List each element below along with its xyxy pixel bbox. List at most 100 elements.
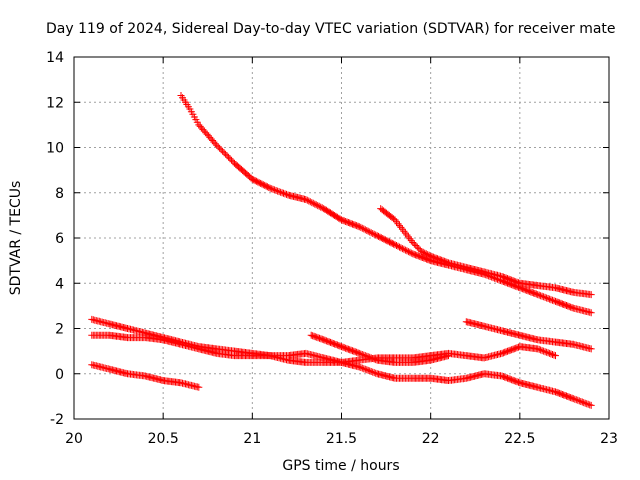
data-point: [109, 334, 111, 336]
data-point: [394, 357, 396, 359]
data-point: [127, 373, 128, 375]
data-point: [394, 377, 396, 379]
data-point: [572, 343, 574, 345]
data-point: [305, 352, 307, 354]
data-point: [127, 328, 128, 329]
data-point: [403, 230, 405, 232]
data-point: [430, 355, 432, 357]
data-point: [109, 368, 111, 370]
data-point: [430, 377, 432, 379]
data-point: [421, 251, 423, 253]
data-point: [430, 359, 432, 361]
data-point: [310, 334, 312, 336]
data-point: [234, 350, 235, 352]
x-tick-label: 22.5: [504, 431, 535, 447]
data-point: [358, 359, 360, 361]
data-point: [465, 321, 467, 323]
data-point: [341, 346, 342, 348]
data-point: [465, 266, 467, 268]
data-point: [537, 285, 539, 287]
data-point: [501, 375, 503, 377]
series-track-4: [88, 331, 595, 409]
data-point: [162, 339, 164, 341]
data-point: [234, 162, 235, 164]
data-point: [555, 300, 556, 302]
data-point: [376, 373, 378, 375]
y-tick-label: 0: [55, 367, 64, 383]
data-point: [251, 178, 253, 180]
data-point: [144, 337, 146, 339]
data-point: [358, 366, 360, 368]
data-point: [519, 334, 521, 336]
data-point: [590, 312, 592, 314]
data-point: [430, 255, 432, 257]
data-point: [572, 398, 574, 400]
data-marks: [88, 92, 595, 409]
data-point: [216, 144, 218, 146]
data-point: [234, 355, 235, 357]
data-point: [341, 219, 342, 221]
data-point: [483, 357, 485, 359]
data-point: [323, 357, 325, 359]
data-point: [269, 187, 271, 189]
data-point: [412, 253, 414, 255]
data-point: [412, 242, 414, 244]
data-point: [483, 271, 485, 273]
data-point: [91, 364, 93, 366]
data-point: [91, 318, 93, 320]
data-point: [519, 282, 521, 284]
x-tick-label: 21: [243, 431, 261, 447]
data-point: [376, 235, 378, 237]
data-point: [465, 377, 467, 379]
data-point: [376, 359, 378, 361]
x-axis-label: GPS time / hours: [282, 458, 399, 474]
data-point: [572, 307, 574, 309]
y-tick-label: 6: [55, 231, 64, 247]
data-point: [572, 291, 574, 293]
data-point: [448, 355, 449, 357]
data-point: [555, 355, 556, 357]
y-tick-label: 4: [55, 276, 64, 292]
data-point: [412, 357, 414, 359]
data-point: [519, 287, 521, 289]
data-point: [555, 287, 556, 289]
data-point: [358, 352, 360, 354]
data-point: [555, 341, 556, 343]
data-point: [380, 208, 382, 210]
data-point: [287, 359, 289, 361]
y-tick-label: 14: [46, 50, 64, 66]
data-point: [448, 380, 449, 382]
y-tick-label: 10: [46, 141, 64, 157]
data-point: [144, 375, 146, 377]
chart-title: Day 119 of 2024, Sidereal Day-to-day VTE…: [46, 21, 616, 37]
series-track-5: [307, 331, 452, 366]
data-point: [412, 377, 414, 379]
data-point: [287, 194, 289, 196]
data-point: [341, 361, 342, 363]
data-point: [109, 323, 111, 325]
data-point: [127, 337, 128, 339]
data-point: [198, 386, 200, 388]
data-point: [430, 260, 432, 262]
data-point: [394, 361, 396, 363]
y-axis-label: SDTVAR / TECUs: [8, 181, 24, 296]
series-track-2: [377, 205, 595, 299]
data-point: [394, 219, 396, 221]
data-point: [305, 199, 307, 201]
data-point: [483, 325, 485, 327]
data-point: [537, 339, 539, 341]
x-tick-label: 23: [600, 431, 618, 447]
data-point: [251, 355, 253, 357]
data-point: [198, 124, 200, 126]
data-point: [162, 380, 164, 382]
data-point: [180, 343, 182, 345]
data-point: [590, 404, 592, 406]
data-point: [537, 294, 539, 296]
data-point: [358, 226, 360, 228]
data-point: [590, 348, 592, 350]
data-point: [216, 348, 218, 350]
data-point: [189, 108, 191, 110]
data-point: [465, 355, 467, 357]
y-tick-label: -2: [50, 412, 64, 428]
y-tick-label: 2: [55, 322, 64, 338]
